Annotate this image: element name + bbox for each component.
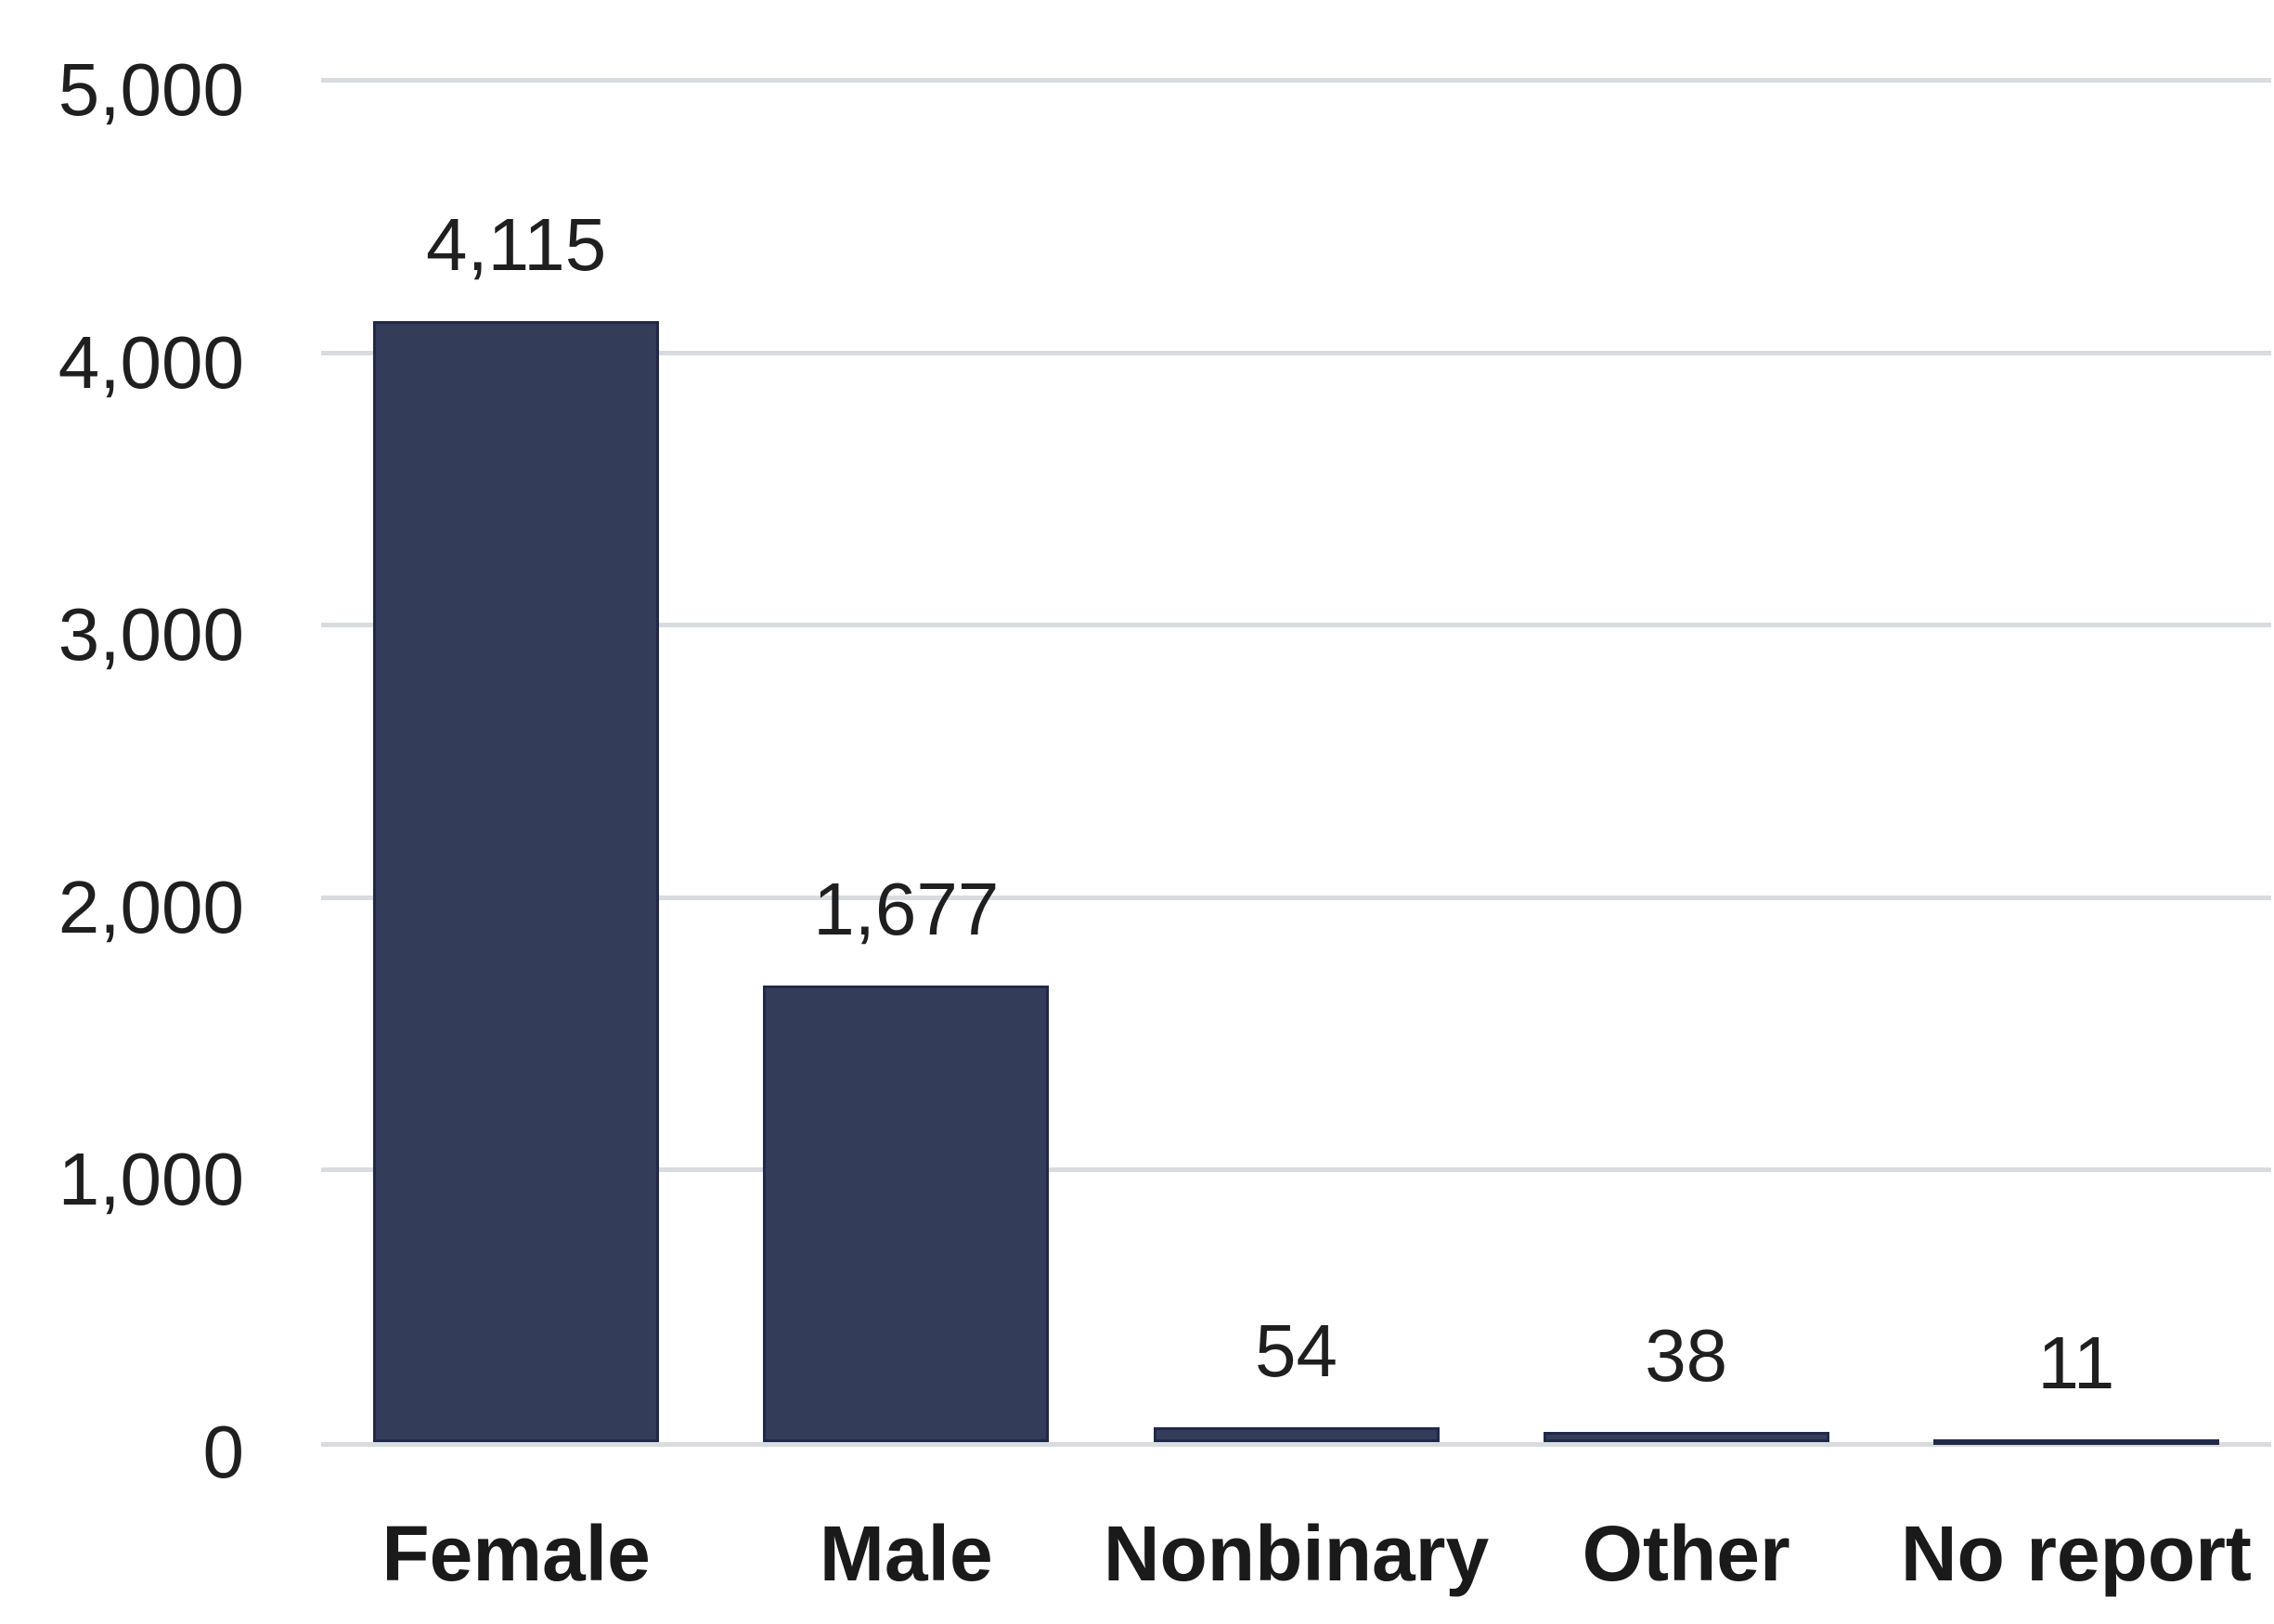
- y-axis-tick-label-4-000: 4,000: [58, 320, 244, 404]
- value-label-female: 4,115: [425, 202, 607, 286]
- gridline-0: [321, 1442, 2271, 1447]
- x-axis-label-nonbinary: Nonbinary: [1103, 1510, 1490, 1597]
- value-label-no-report: 11: [2037, 1321, 2115, 1404]
- y-axis-tick-label-3-000: 3,000: [58, 593, 244, 677]
- y-axis-tick-label-5-000: 5,000: [58, 48, 244, 131]
- bar-other: [1543, 1431, 1829, 1442]
- gridline-1-000: [321, 1167, 2271, 1173]
- y-axis-tick-label-0: 0: [202, 1411, 245, 1493]
- gridline-2-000: [321, 895, 2271, 900]
- y-axis-tick-label-1-000: 1,000: [58, 1138, 244, 1221]
- bar-male: [763, 985, 1050, 1442]
- value-label-male: 1,677: [813, 867, 1000, 950]
- value-label-nonbinary: 54: [1255, 1309, 1337, 1393]
- x-axis-label-female: Female: [381, 1510, 651, 1597]
- bar-no-report: [1932, 1438, 2219, 1445]
- gridline-4-000: [321, 350, 2271, 355]
- x-axis-label-other: Other: [1582, 1510, 1790, 1597]
- x-axis-label-no-report: No report: [1900, 1510, 2252, 1597]
- bar-female: [373, 320, 660, 1442]
- gridline-3-000: [321, 623, 2271, 628]
- x-axis-label-male: Male: [819, 1510, 993, 1597]
- gridline-5-000: [321, 78, 2271, 83]
- y-axis-tick-label-2-000: 2,000: [58, 865, 244, 948]
- bar-nonbinary: [1153, 1427, 1440, 1442]
- value-label-other: 38: [1645, 1313, 1728, 1397]
